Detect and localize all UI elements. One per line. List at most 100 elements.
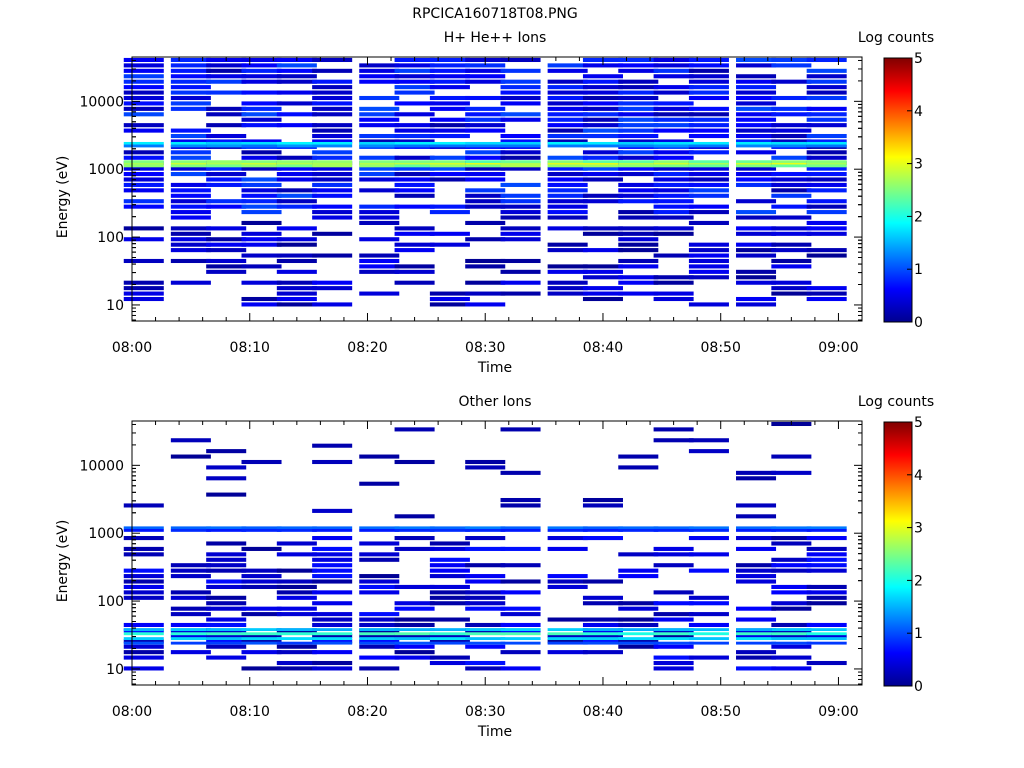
cell xyxy=(359,269,400,274)
cell xyxy=(241,177,282,182)
cell xyxy=(500,204,541,209)
cell xyxy=(241,74,282,79)
cell xyxy=(170,568,211,573)
band-cell xyxy=(312,628,353,632)
cell xyxy=(582,617,623,622)
cell xyxy=(170,79,211,84)
band-cell xyxy=(582,628,623,632)
cell xyxy=(359,106,400,111)
cell xyxy=(312,231,353,236)
cell xyxy=(688,220,729,225)
colorbar-tick-label: 5 xyxy=(914,415,923,431)
cell xyxy=(312,302,353,307)
cell xyxy=(241,237,282,242)
cell xyxy=(582,248,623,253)
cell xyxy=(429,128,470,133)
cell xyxy=(688,612,729,617)
cell xyxy=(806,633,847,638)
cell xyxy=(312,106,353,111)
cell xyxy=(771,568,812,573)
band-cell xyxy=(429,641,470,645)
cell xyxy=(547,264,588,269)
band-cell xyxy=(312,641,353,645)
cell xyxy=(394,622,435,628)
band-cell xyxy=(206,632,247,636)
cell xyxy=(312,280,353,285)
cell xyxy=(465,465,506,470)
cell xyxy=(736,172,777,177)
band-cell xyxy=(465,632,506,636)
band-cell xyxy=(312,637,353,641)
cell xyxy=(500,291,541,296)
band-cell xyxy=(736,528,777,532)
cell xyxy=(547,199,588,204)
cell xyxy=(582,601,623,606)
cell xyxy=(206,449,247,454)
cell xyxy=(547,248,588,253)
cell xyxy=(618,68,659,73)
cell xyxy=(618,622,659,628)
band-cell xyxy=(736,144,777,148)
x-tick-label: 08:30 xyxy=(465,704,505,720)
band-cell xyxy=(123,160,164,164)
band-cell xyxy=(206,526,247,530)
cell xyxy=(429,101,470,106)
cell xyxy=(618,644,659,649)
cell xyxy=(276,286,317,291)
cell xyxy=(359,666,400,671)
cell xyxy=(276,650,317,655)
cell xyxy=(653,139,694,144)
band-cell xyxy=(500,641,541,645)
cell xyxy=(653,215,694,220)
spectrogram-panel-2: 08:00 08:10 08:20 08:30 08:40 08:50 09:0010100… xyxy=(55,394,934,740)
band-cell xyxy=(312,160,353,164)
band-cell xyxy=(500,162,541,166)
cell xyxy=(547,177,588,182)
cell xyxy=(736,215,777,220)
cell xyxy=(618,280,659,285)
cell xyxy=(241,612,282,617)
band-cell xyxy=(123,637,164,641)
band-cell xyxy=(547,144,588,148)
band-cell xyxy=(500,164,541,168)
band-cell xyxy=(618,628,659,632)
cell xyxy=(429,79,470,84)
band-cell xyxy=(359,528,400,532)
cell xyxy=(312,150,353,155)
cell xyxy=(582,622,623,628)
cell xyxy=(688,85,729,90)
cell xyxy=(582,291,623,296)
band-cell xyxy=(465,637,506,641)
band-cell xyxy=(547,164,588,168)
cell xyxy=(806,133,847,139)
cell xyxy=(241,579,282,584)
cell xyxy=(688,253,729,258)
cell xyxy=(394,606,435,611)
cell xyxy=(123,155,164,160)
cell xyxy=(123,74,164,79)
band-cell xyxy=(206,528,247,532)
cell xyxy=(241,280,282,285)
cell xyxy=(500,215,541,220)
cell xyxy=(806,563,847,568)
cell xyxy=(771,286,812,291)
band-cell xyxy=(465,144,506,148)
band-cell xyxy=(394,160,435,164)
cell xyxy=(429,210,470,215)
cell xyxy=(394,536,435,541)
band-cell xyxy=(359,164,400,168)
cell xyxy=(170,95,211,101)
cell xyxy=(806,552,847,557)
cell xyxy=(771,666,812,671)
band-cell xyxy=(170,141,211,145)
cell xyxy=(653,231,694,236)
cell xyxy=(688,438,729,443)
cell xyxy=(241,101,282,106)
band-cell xyxy=(394,144,435,148)
cell xyxy=(123,128,164,133)
band-cell xyxy=(123,141,164,145)
cell xyxy=(206,199,247,204)
cell xyxy=(500,612,541,617)
band-cell xyxy=(170,162,211,166)
cell xyxy=(806,123,847,128)
